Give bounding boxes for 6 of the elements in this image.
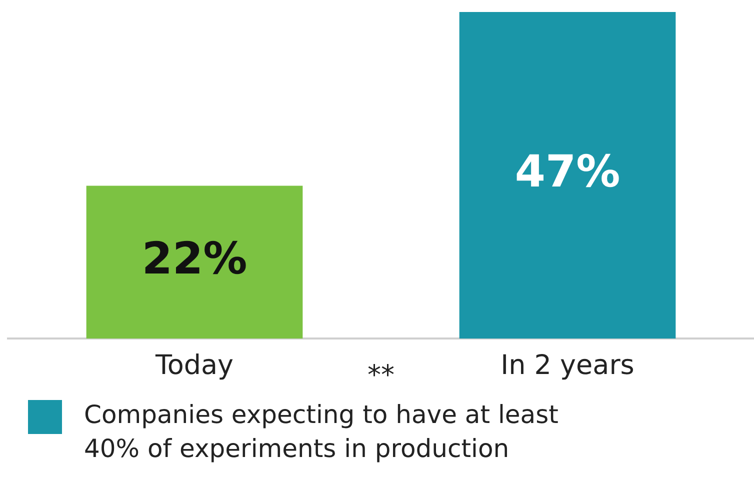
data-label: 47% [514, 146, 620, 198]
legend-label: Companies expecting to have at least 40% of experiments in production [84, 399, 560, 465]
x-tick-label: In 2 years [500, 350, 634, 381]
data-label: 22% [142, 234, 248, 285]
text: ** [368, 360, 394, 392]
x-tick-label: Today [154, 350, 234, 381]
